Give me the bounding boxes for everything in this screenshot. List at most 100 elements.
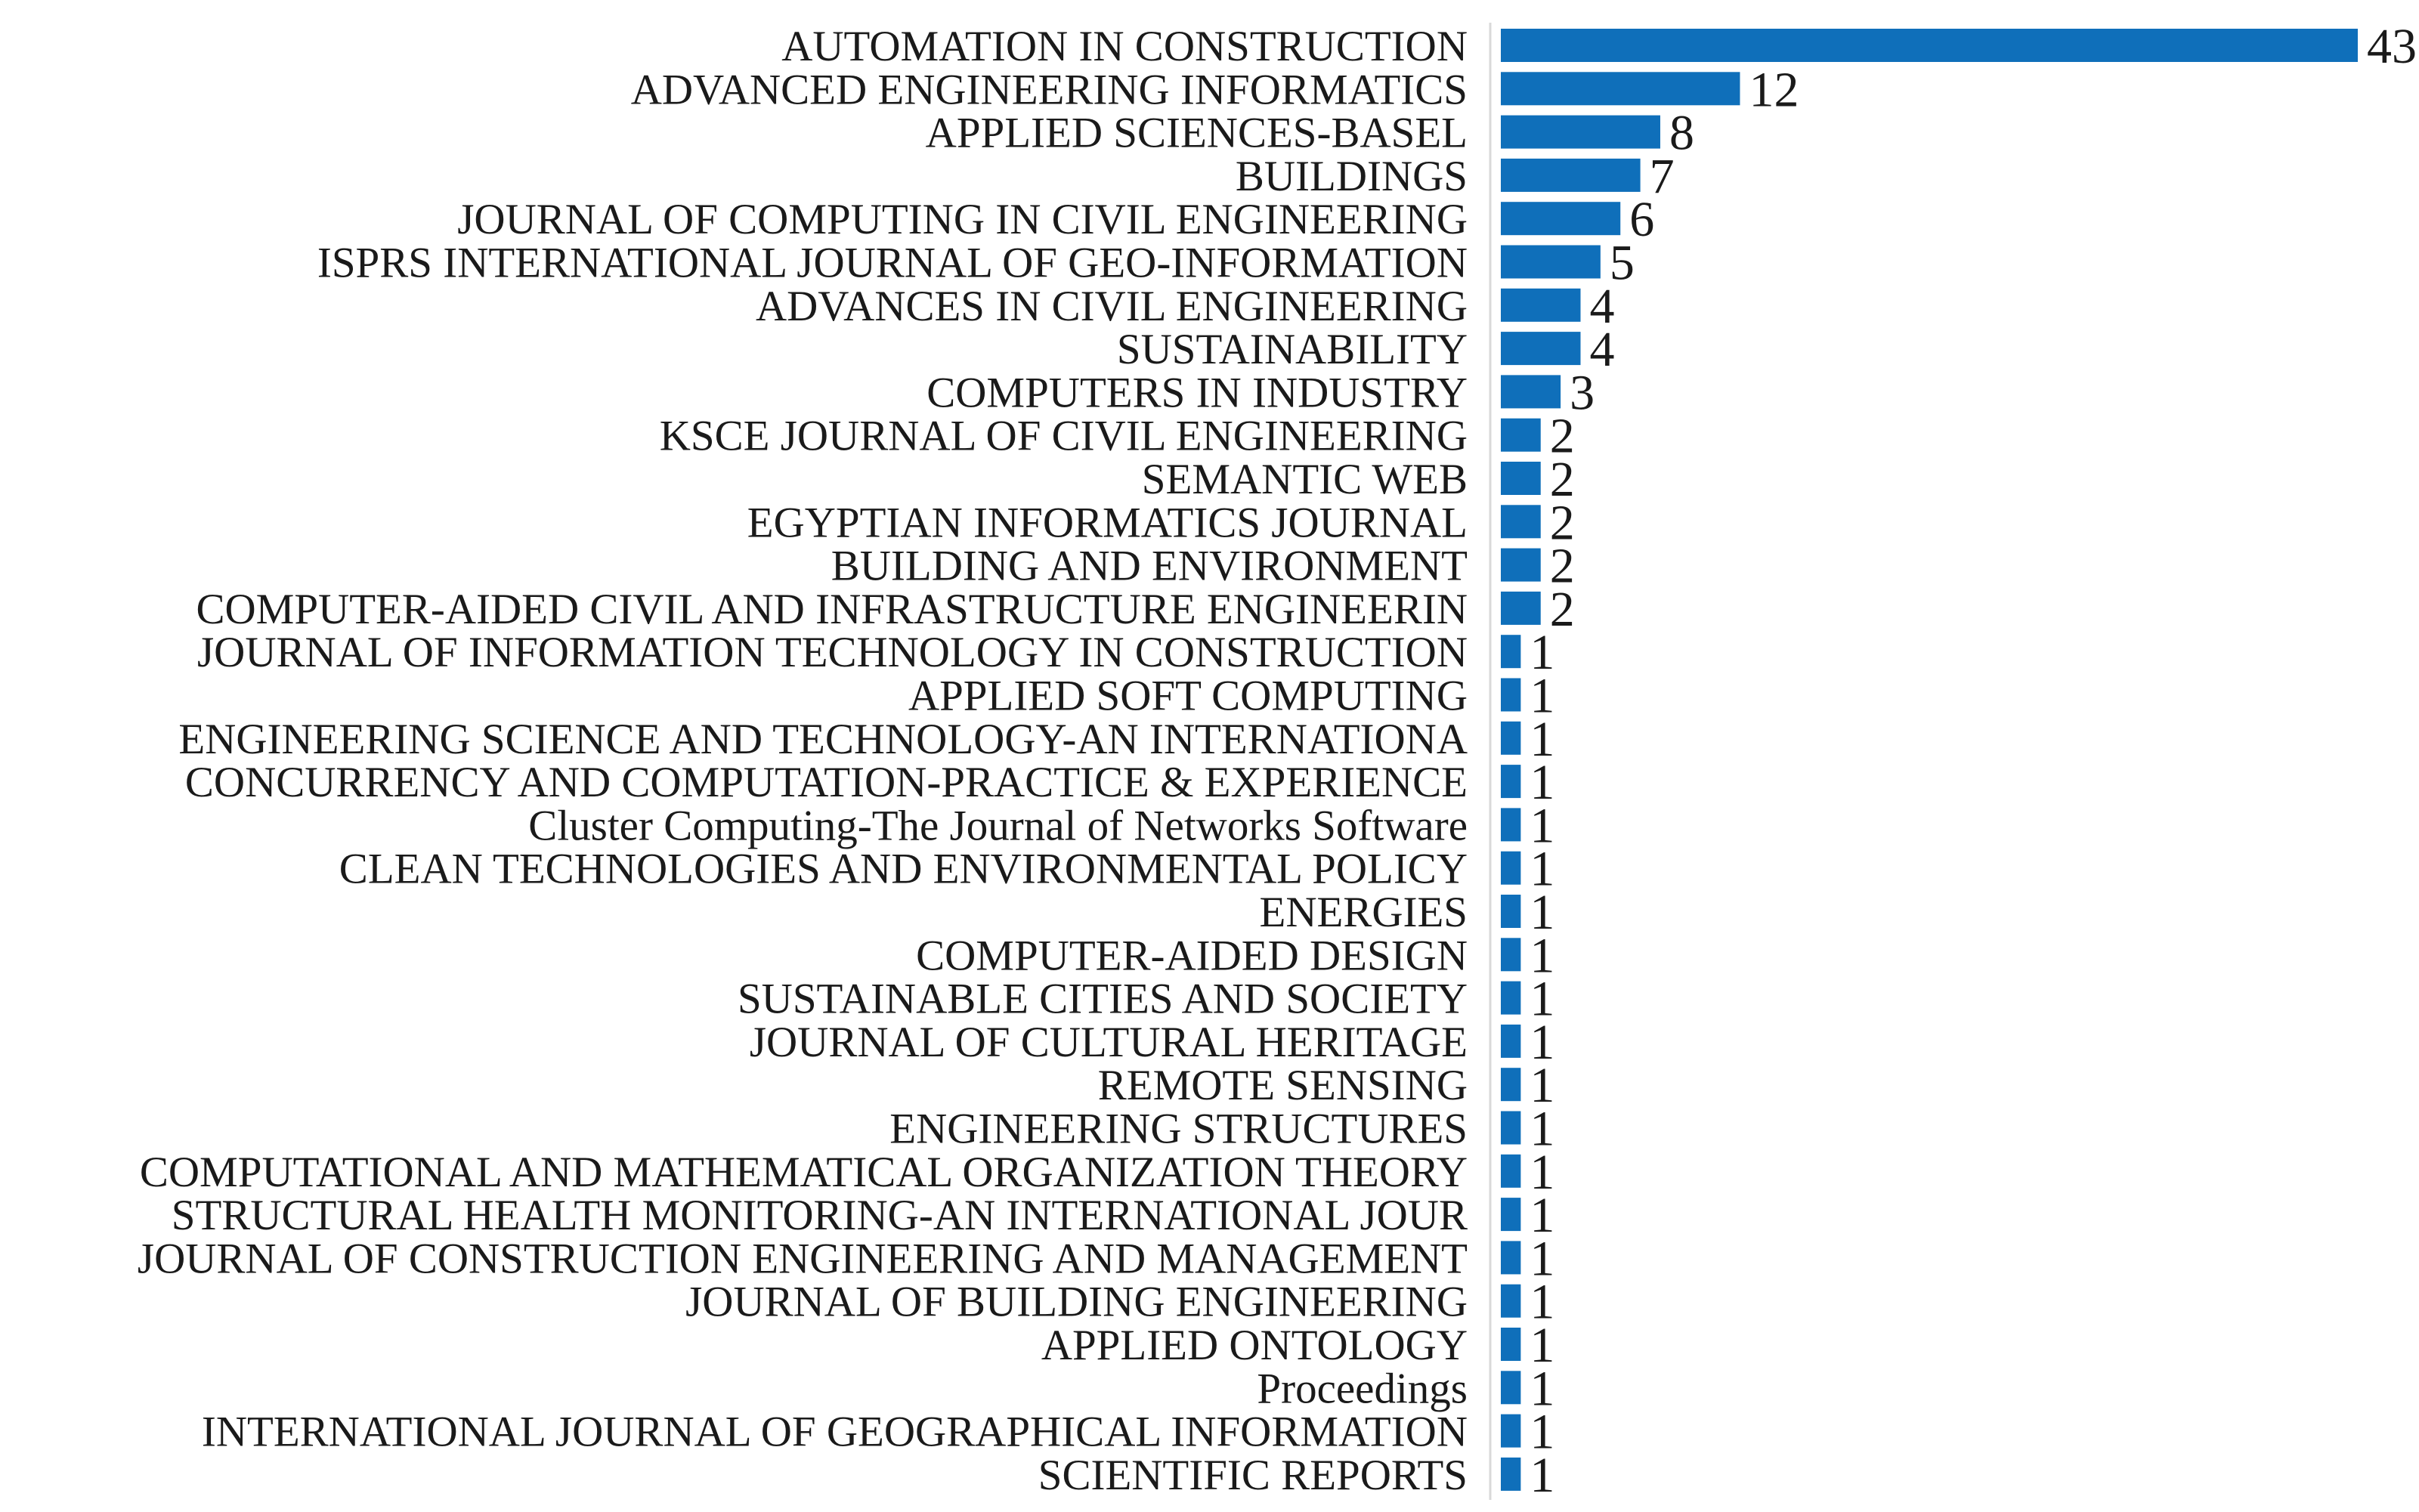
- value-label-30: 1: [1530, 1318, 1554, 1373]
- bar-14: [1501, 635, 1521, 669]
- category-label-2: APPLIED SCIENCES-BASEL: [926, 110, 1468, 157]
- bar-8: [1501, 375, 1561, 409]
- bar-7: [1501, 332, 1581, 366]
- value-label-11: 2: [1550, 495, 1575, 550]
- category-label-23: JOURNAL OF CULTURAL HERITAGE: [750, 1019, 1468, 1066]
- bar-1: [1501, 72, 1740, 106]
- category-label-17: CONCURRENCY AND COMPUTATION-PRACTICE & E…: [185, 759, 1468, 806]
- category-label-30: APPLIED ONTOLOGY: [1041, 1322, 1468, 1369]
- bar-33: [1501, 1457, 1521, 1491]
- bar-12: [1501, 548, 1541, 582]
- value-label-14: 1: [1530, 625, 1554, 680]
- category-label-4: JOURNAL OF COMPUTING IN CIVIL ENGINEERIN…: [457, 196, 1468, 243]
- value-label-19: 1: [1530, 842, 1554, 897]
- category-label-19: CLEAN TECHNOLOGIES AND ENVIRONMENTAL POL…: [339, 846, 1468, 893]
- value-label-3: 7: [1650, 149, 1675, 204]
- bar-11: [1501, 505, 1541, 539]
- bar-19: [1501, 851, 1521, 885]
- value-label-28: 1: [1530, 1231, 1554, 1286]
- bar-3: [1501, 158, 1641, 192]
- category-label-1: ADVANCED ENGINEERING INFORMATICS: [631, 66, 1468, 113]
- value-label-13: 2: [1550, 582, 1575, 637]
- bar-30: [1501, 1328, 1521, 1361]
- value-label-33: 1: [1530, 1448, 1554, 1503]
- value-label-1: 12: [1749, 62, 1799, 117]
- bars-group: [1501, 29, 2358, 1491]
- value-label-7: 4: [1589, 322, 1614, 377]
- value-label-4: 6: [1629, 192, 1654, 247]
- category-label-32: INTERNATIONAL JOURNAL OF GEOGRAPHICAL IN…: [202, 1408, 1468, 1456]
- bar-21: [1501, 938, 1521, 972]
- category-label-12: BUILDING AND ENVIRONMENT: [831, 543, 1468, 590]
- category-label-7: SUSTAINABILITY: [1117, 326, 1468, 373]
- value-label-31: 1: [1530, 1361, 1554, 1416]
- bar-22: [1501, 981, 1521, 1015]
- bar-15: [1501, 678, 1521, 712]
- bar-10: [1501, 462, 1541, 495]
- category-label-0: AUTOMATION IN CONSTRUCTION: [781, 23, 1468, 70]
- bar-27: [1501, 1198, 1521, 1232]
- value-label-23: 1: [1530, 1015, 1554, 1070]
- value-label-29: 1: [1530, 1275, 1554, 1330]
- bar-29: [1501, 1284, 1521, 1318]
- category-label-21: COMPUTER-AIDED DESIGN: [916, 932, 1468, 979]
- bar-24: [1501, 1068, 1521, 1102]
- category-label-24: REMOTE SENSING: [1098, 1062, 1468, 1109]
- value-label-25: 1: [1530, 1102, 1554, 1157]
- category-label-14: JOURNAL OF INFORMATION TECHNOLOGY IN CON…: [197, 629, 1468, 676]
- value-label-9: 2: [1550, 409, 1575, 464]
- value-label-20: 1: [1530, 885, 1554, 940]
- bar-6: [1501, 288, 1581, 322]
- category-label-27: STRUCTURAL HEALTH MONITORING-AN INTERNAT…: [172, 1192, 1468, 1239]
- bar-25: [1501, 1111, 1521, 1145]
- category-label-29: JOURNAL OF BUILDING ENGINEERING: [685, 1279, 1468, 1326]
- bar-31: [1501, 1371, 1521, 1405]
- category-label-33: SCIENTIFIC REPORTS: [1038, 1452, 1468, 1499]
- category-label-9: KSCE JOURNAL OF CIVIL ENGINEERING: [660, 413, 1468, 460]
- value-label-16: 1: [1530, 712, 1554, 767]
- category-label-15: APPLIED SOFT COMPUTING: [908, 673, 1468, 720]
- category-label-28: JOURNAL OF CONSTRUCTION ENGINEERING AND …: [138, 1235, 1468, 1282]
- category-label-10: SEMANTIC WEB: [1142, 456, 1468, 503]
- value-label-12: 2: [1550, 539, 1575, 594]
- category-label-3: BUILDINGS: [1236, 153, 1468, 200]
- category-label-26: COMPUTATIONAL AND MATHEMATICAL ORGANIZAT…: [140, 1149, 1468, 1196]
- value-label-15: 1: [1530, 669, 1554, 724]
- bar-5: [1501, 245, 1601, 279]
- value-label-18: 1: [1530, 798, 1554, 853]
- category-label-25: ENGINEERING STRUCTURES: [889, 1105, 1468, 1153]
- value-label-0: 43: [2367, 19, 2417, 74]
- value-label-32: 1: [1530, 1405, 1554, 1460]
- category-label-13: COMPUTER-AIDED CIVIL AND INFRASTRUCTURE …: [196, 586, 1468, 633]
- bar-28: [1501, 1241, 1521, 1275]
- value-label-26: 1: [1530, 1145, 1554, 1200]
- value-label-21: 1: [1530, 928, 1554, 983]
- category-label-11: EGYPTIAN INFORMATICS JOURNAL: [747, 499, 1468, 546]
- bar-32: [1501, 1414, 1521, 1448]
- value-label-22: 1: [1530, 972, 1554, 1027]
- value-label-10: 2: [1550, 452, 1575, 507]
- category-label-22: SUSTAINABLE CITIES AND SOCIETY: [738, 976, 1468, 1023]
- category-label-20: ENERGIES: [1260, 889, 1468, 936]
- bar-2: [1501, 115, 1660, 149]
- category-label-18: Cluster Computing-The Journal of Network…: [528, 802, 1468, 849]
- bar-16: [1501, 721, 1521, 755]
- value-label-24: 1: [1530, 1058, 1554, 1113]
- bar-0: [1501, 29, 2358, 62]
- value-label-27: 1: [1530, 1188, 1554, 1243]
- bar-13: [1501, 591, 1541, 625]
- bar-18: [1501, 808, 1521, 842]
- bar-20: [1501, 895, 1521, 928]
- value-label-5: 5: [1610, 236, 1635, 291]
- value-label-6: 4: [1589, 279, 1614, 334]
- bar-4: [1501, 202, 1621, 236]
- category-label-31: Proceedings: [1257, 1365, 1468, 1412]
- bar-9: [1501, 418, 1541, 452]
- bar-23: [1501, 1024, 1521, 1058]
- bar-26: [1501, 1154, 1521, 1188]
- category-label-6: ADVANCES IN CIVIL ENGINEERING: [756, 283, 1468, 330]
- value-label-17: 1: [1530, 755, 1554, 810]
